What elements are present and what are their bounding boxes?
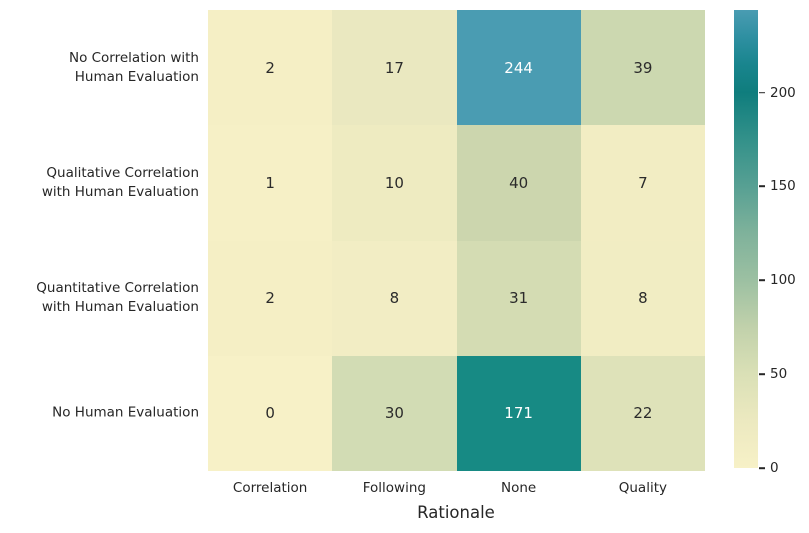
y-tick-label: Qualitative Correlation with Human Evalu… xyxy=(41,164,199,200)
heatmap-cell: 2 xyxy=(208,240,333,356)
heatmap-grid: 2 17 244 39 1 10 40 7 2 8 31 8 0 30 171 22 xyxy=(208,10,705,471)
heatmap-cell: 1 xyxy=(208,125,333,241)
heatmap-cell: 17 xyxy=(332,10,457,126)
x-tick-label: Following xyxy=(362,480,426,496)
heatmap-cell: 30 xyxy=(332,355,457,471)
heatmap-cell: 0 xyxy=(208,355,333,471)
y-tick-label: Quantitative Correlation with Human Eval… xyxy=(36,280,199,316)
colorbar-tick-label: 0 xyxy=(770,460,779,476)
colorbar-tick-label: 150 xyxy=(770,178,796,195)
colorbar-tick-mark xyxy=(759,467,765,469)
colorbar-tick-mark xyxy=(759,279,765,282)
colorbar-tick-mark xyxy=(759,373,765,375)
heatmap-cell: 2 xyxy=(208,10,333,126)
heatmap-cell: 40 xyxy=(456,125,581,241)
heatmap-cell: 244 xyxy=(456,10,581,126)
y-tick-label: No Correlation with Human Evaluation xyxy=(68,49,199,85)
heatmap-cell: 8 xyxy=(580,240,705,356)
heatmap-cell: 171 xyxy=(456,355,581,471)
x-tick-label: Quality xyxy=(618,480,667,496)
y-tick-label: No Human Evaluation xyxy=(52,404,199,421)
heatmap-cell: 31 xyxy=(456,240,581,356)
heatmap-cell: 39 xyxy=(580,10,705,126)
colorbar-tick-mark xyxy=(759,185,765,188)
x-tick-label: None xyxy=(501,480,537,496)
colorbar-tick-label: 50 xyxy=(770,366,788,383)
colorbar-tick-label: 200 xyxy=(770,84,796,101)
colorbar-tick-label: 100 xyxy=(770,272,796,289)
heatmap-cell: 8 xyxy=(332,240,457,356)
heatmap-cell: 10 xyxy=(332,125,457,241)
colorbar xyxy=(734,10,758,468)
colorbar-tick-mark xyxy=(759,91,765,94)
x-tick-label: Correlation xyxy=(232,480,308,496)
heatmap-cell: 22 xyxy=(580,355,705,471)
heatmap-cell: 7 xyxy=(580,125,705,241)
x-axis-title: Rationale xyxy=(417,503,495,522)
